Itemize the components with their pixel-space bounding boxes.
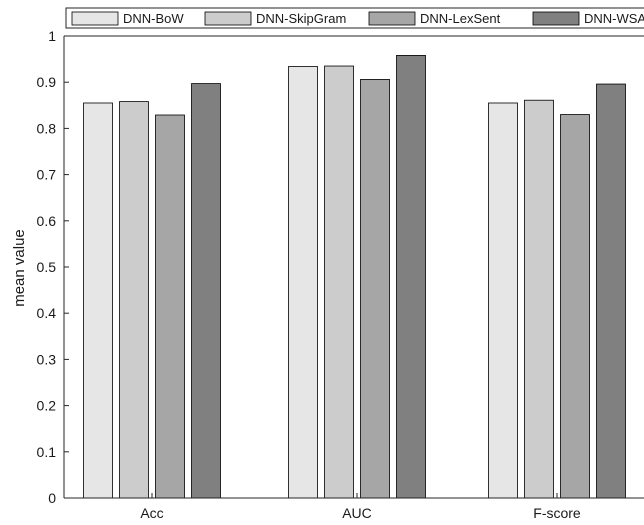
bar-dnn-skipgram-f-score — [524, 99, 554, 499]
y-tick-label: 0.1 — [37, 444, 57, 460]
legend-swatch-dnn-bow — [71, 11, 119, 26]
y-axis-title: mean value — [11, 229, 28, 307]
bar-dnn-lexsent-acc — [155, 114, 185, 499]
bar-dnn-bow-auc — [288, 66, 318, 499]
y-tick-label: 0.2 — [37, 398, 57, 414]
y-tick-label: 0.9 — [37, 74, 57, 90]
legend: DNN-BoW DNN-SkipGram DNN-LexSent DNN-WSA — [65, 7, 644, 29]
x-tick-label: F-score — [533, 505, 581, 521]
legend-swatch-dnn-lexsent — [368, 11, 416, 26]
y-tick-label: 0.6 — [37, 213, 57, 229]
legend-label-dnn-bow: DNN-BoW — [123, 11, 184, 26]
bar-dnn-bow-f-score — [488, 102, 518, 499]
plot-area — [83, 55, 626, 499]
y-tick-label: 1 — [48, 28, 56, 44]
legend-label-dnn-skipgram: DNN-SkipGram — [256, 11, 346, 26]
legend-label-dnn-wsa: DNN-WSA — [584, 11, 644, 26]
x-tick-label: AUC — [342, 505, 372, 521]
x-tick-label: Acc — [140, 505, 163, 521]
y-tick-label: 0.3 — [37, 351, 57, 367]
y-tick-label: 0.8 — [37, 120, 57, 136]
legend-label-dnn-lexsent: DNN-LexSent — [420, 11, 501, 26]
bar-dnn-wsa-f-score — [596, 83, 626, 499]
bar-dnn-bow-acc — [83, 102, 113, 499]
y-axis: 0 0.1 0.2 0.3 0.4 0.5 0.6 0.7 0.8 0.9 1 — [37, 28, 69, 506]
y-tick-label: 0 — [48, 490, 56, 506]
bar-dnn-wsa-auc — [396, 55, 426, 499]
bar-dnn-lexsent-f-score — [560, 114, 590, 499]
legend-swatch-dnn-wsa — [532, 11, 580, 26]
legend-swatch-dnn-skipgram — [204, 11, 252, 26]
bar-dnn-wsa-acc — [191, 83, 221, 499]
y-tick-label: 0.5 — [37, 259, 57, 275]
bar-dnn-lexsent-auc — [360, 79, 390, 499]
y-tick-label: 0.4 — [37, 305, 57, 321]
bar-dnn-skipgram-auc — [324, 65, 354, 499]
x-axis: Acc AUC F-score — [64, 35, 644, 521]
y-tick-label: 0.7 — [37, 167, 57, 183]
bar-dnn-skipgram-acc — [119, 101, 149, 499]
